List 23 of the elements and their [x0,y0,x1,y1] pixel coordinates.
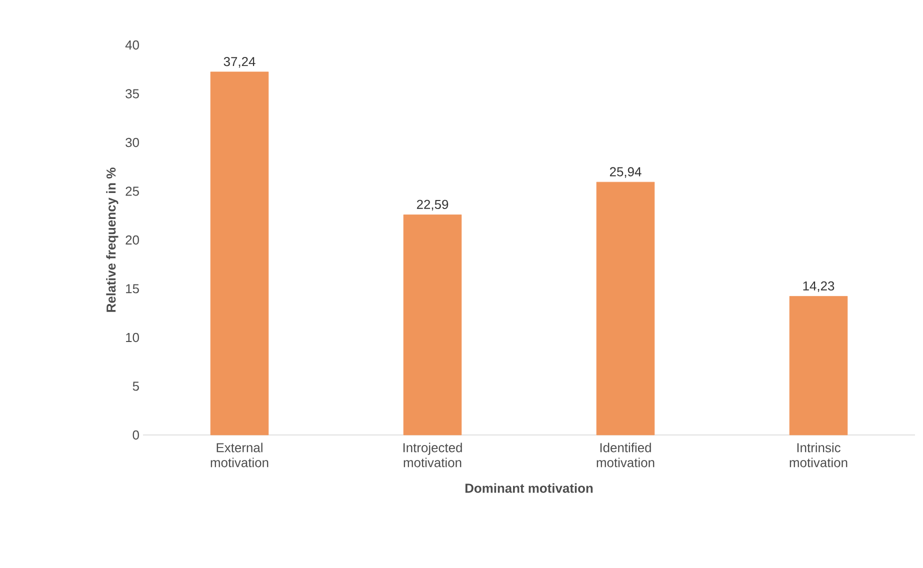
y-tick-label: 10 [126,332,139,342]
data-label: 37,24 [224,56,256,68]
data-label: 25,94 [610,167,642,178]
y-tick-label: 5 [132,382,139,391]
y-tick-label: 0 [132,430,139,440]
bar [403,214,462,436]
y-tick-label: 30 [126,138,139,148]
y-axis-title: Relative frequency in % [106,168,118,312]
x-axis-title: Dominant motivation [465,483,593,493]
x-tick-label: Introjected motivation [403,442,462,468]
x-tick-label: Intrinsic motivation [790,442,848,468]
y-tick-label: 15 [126,284,139,294]
x-tick-label: External motivation [210,442,268,468]
x-tick-label: Identified motivation [596,442,654,468]
bar [210,72,269,436]
data-label: 22,59 [416,200,448,211]
y-tick-label: 20 [126,235,139,245]
bar [596,182,655,436]
data-label: 14,23 [803,281,834,292]
y-tick-label: 25 [126,186,139,196]
y-tick-label: 35 [126,89,139,98]
bar [789,296,848,436]
y-tick-label: 40 [125,40,139,50]
